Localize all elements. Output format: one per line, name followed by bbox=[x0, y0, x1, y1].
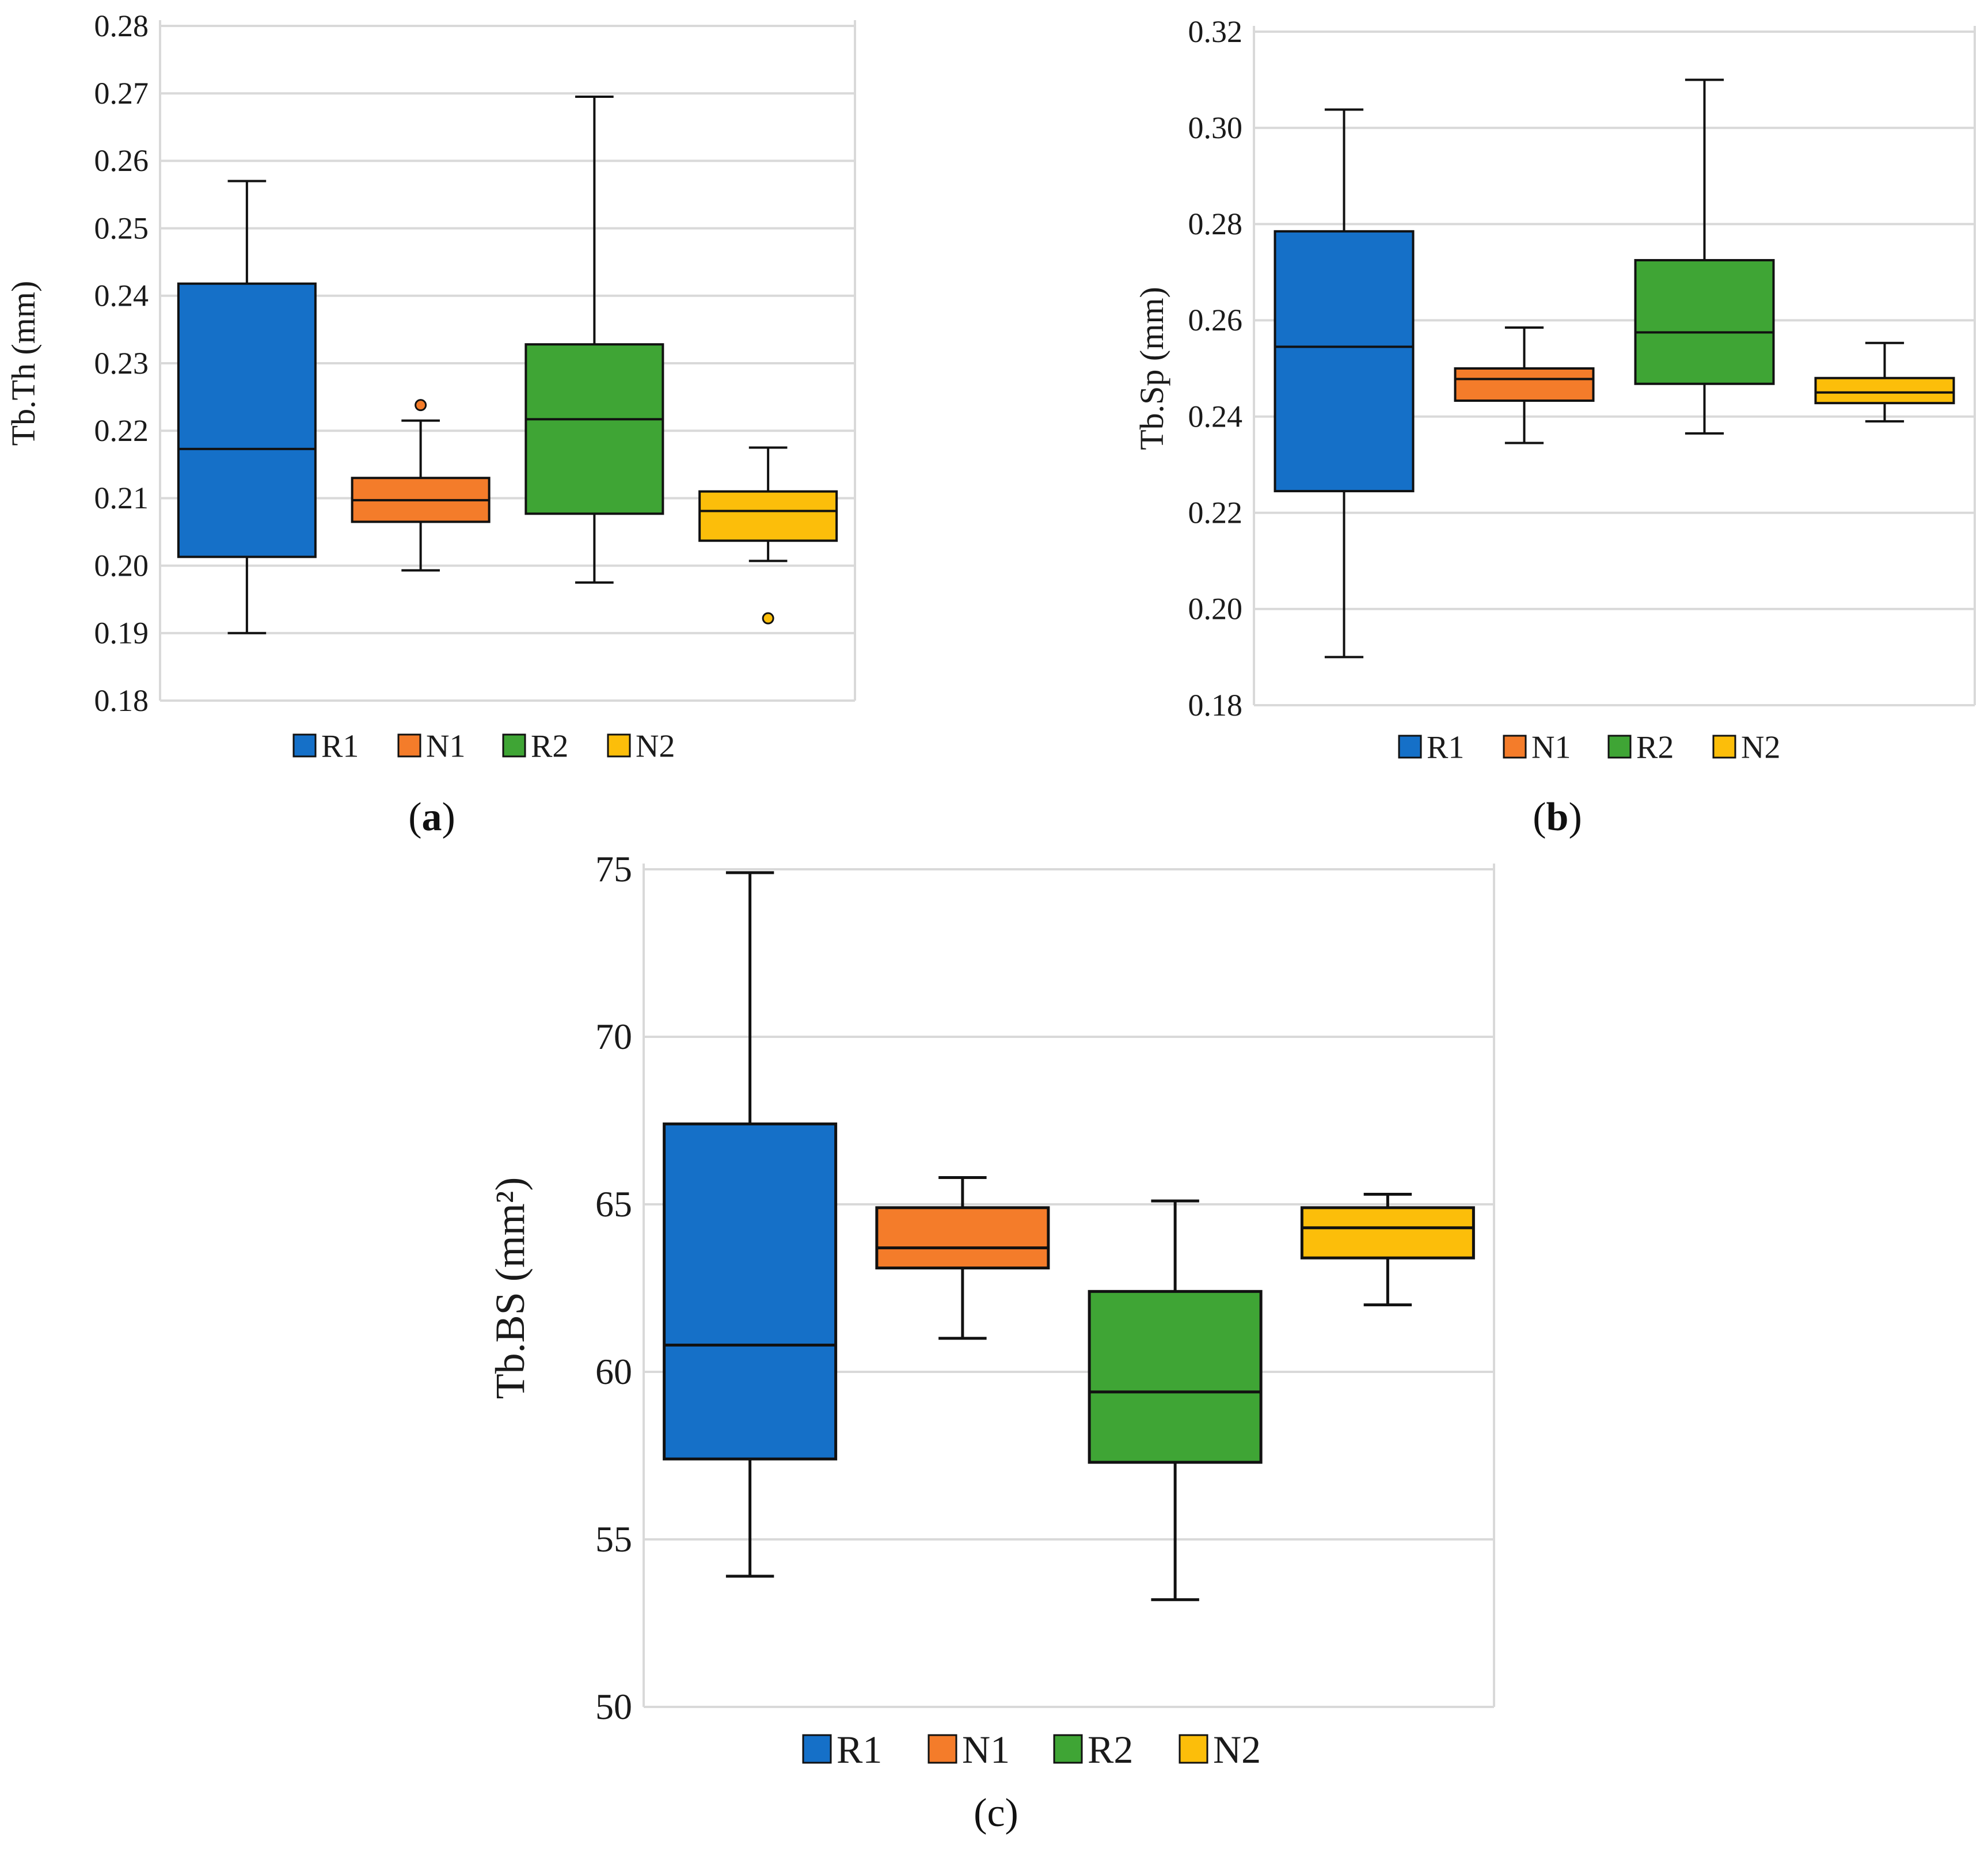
legend-swatch-R2 bbox=[502, 733, 526, 758]
chart-panel-b: 0.18 0.20 0.22 0.24 0.26 0.28 0.30 0.32 Tb.Sp (m… bbox=[1128, 0, 1988, 817]
y-tick-label: 0.32 bbox=[1188, 14, 1243, 49]
legend-swatch-N2 bbox=[1179, 1734, 1208, 1764]
legend-label-N1: N1 bbox=[962, 1728, 1010, 1771]
caption-a: (a) bbox=[408, 795, 455, 839]
y-tick-label: 0.18 bbox=[94, 683, 149, 718]
y-tick-label: 0.18 bbox=[1188, 688, 1243, 722]
y-tick-label: 60 bbox=[595, 1351, 632, 1392]
box-R2 bbox=[1634, 258, 1775, 385]
y-tick-label: 0.27 bbox=[94, 76, 149, 111]
box-N1 bbox=[1454, 367, 1595, 402]
legend-swatch-R1 bbox=[1398, 735, 1422, 759]
legend-label-R1: R1 bbox=[1427, 730, 1464, 766]
y-axis-label: Tb.Th (mm) bbox=[5, 281, 42, 446]
chart-panel-c: 50 55 60 65 70 75 Tb.BS (mm²) R1 N1 R2 N2 bbox=[484, 849, 1497, 1785]
y-tick-label: 75 bbox=[595, 852, 632, 889]
outlier-N2 bbox=[762, 612, 774, 625]
y-tick-label: 0.19 bbox=[94, 616, 149, 651]
legend-swatch-R1 bbox=[292, 733, 317, 758]
y-tick-label: 50 bbox=[595, 1686, 632, 1727]
box-plot-a: 0.18 0.19 0.20 0.21 0.22 0.23 0.24 0.25 0.26 0.27… bbox=[5, 9, 856, 765]
legend-label-R2: R2 bbox=[1088, 1728, 1133, 1771]
legend-label-R1: R1 bbox=[321, 729, 359, 765]
legend-label-N2: N2 bbox=[636, 729, 675, 765]
y-tick-label: 70 bbox=[595, 1016, 632, 1057]
y-tick-label: 0.23 bbox=[94, 346, 149, 381]
legend-swatch-N2 bbox=[1712, 735, 1736, 759]
y-tick-label: 0.28 bbox=[1188, 207, 1243, 241]
outlier-N1 bbox=[415, 399, 427, 412]
caption-b: (b) bbox=[1533, 795, 1582, 839]
legend-label-N2: N2 bbox=[1213, 1728, 1261, 1771]
legend-swatch-R2 bbox=[1607, 735, 1632, 759]
y-tick-label: 0.26 bbox=[1188, 303, 1243, 337]
legend-swatch-N1 bbox=[928, 1734, 957, 1764]
legend-label-R2: R2 bbox=[531, 729, 568, 765]
y-tick-label: 0.22 bbox=[94, 413, 149, 448]
box-R2 bbox=[1088, 1290, 1263, 1464]
box-N2 bbox=[1300, 1206, 1475, 1260]
y-tick-label: 0.25 bbox=[94, 211, 149, 245]
box-N2 bbox=[698, 490, 838, 542]
box-N2 bbox=[1814, 376, 1955, 405]
y-axis-label: Tb.BS (mm²) bbox=[487, 1177, 533, 1399]
y-tick-label: 0.30 bbox=[1188, 111, 1243, 145]
y-tick-label: 0.22 bbox=[1188, 496, 1243, 530]
box-R2 bbox=[524, 343, 664, 515]
legend-label-R2: R2 bbox=[1636, 730, 1674, 766]
legend-swatch-R1 bbox=[802, 1734, 832, 1764]
y-tick-label: 0.24 bbox=[94, 279, 149, 313]
legend-swatch-N1 bbox=[1503, 735, 1527, 759]
legend-swatch-N2 bbox=[607, 733, 631, 758]
legend-label-N2: N2 bbox=[1741, 730, 1780, 766]
y-tick-label: 0.24 bbox=[1188, 399, 1243, 433]
box-R1 bbox=[1274, 230, 1415, 493]
y-tick-label: 55 bbox=[595, 1519, 632, 1560]
box-plot-c: 50 55 60 65 70 75 Tb.BS (mm²) R1 N1 R2 N2 bbox=[487, 849, 1495, 1771]
legend-swatch-R2 bbox=[1053, 1734, 1083, 1764]
y-tick-label: 65 bbox=[595, 1184, 632, 1224]
legend-swatch-N1 bbox=[397, 733, 421, 758]
box-R1 bbox=[663, 1122, 838, 1461]
chart-panel-a: 0.18 0.19 0.20 0.21 0.22 0.23 0.24 0.25 0.26 0.27… bbox=[0, 0, 864, 817]
legend-label-N1: N1 bbox=[1531, 730, 1571, 766]
y-axis-label: Tb.Sp (mm) bbox=[1133, 287, 1170, 450]
box-R1 bbox=[177, 282, 317, 558]
y-tick-label: 0.26 bbox=[94, 143, 149, 178]
legend-label-R1: R1 bbox=[837, 1728, 882, 1771]
box-N1 bbox=[875, 1206, 1050, 1270]
caption-c: (c) bbox=[974, 1791, 1018, 1835]
legend-label-N1: N1 bbox=[426, 729, 465, 765]
box-plot-b: 0.18 0.20 0.22 0.24 0.26 0.28 0.30 0.32 Tb.Sp (m… bbox=[1133, 14, 1976, 766]
y-tick-label: 0.20 bbox=[94, 548, 149, 583]
y-tick-label: 0.28 bbox=[94, 9, 149, 43]
y-tick-label: 0.20 bbox=[1188, 592, 1243, 626]
y-tick-label: 0.21 bbox=[94, 481, 149, 515]
